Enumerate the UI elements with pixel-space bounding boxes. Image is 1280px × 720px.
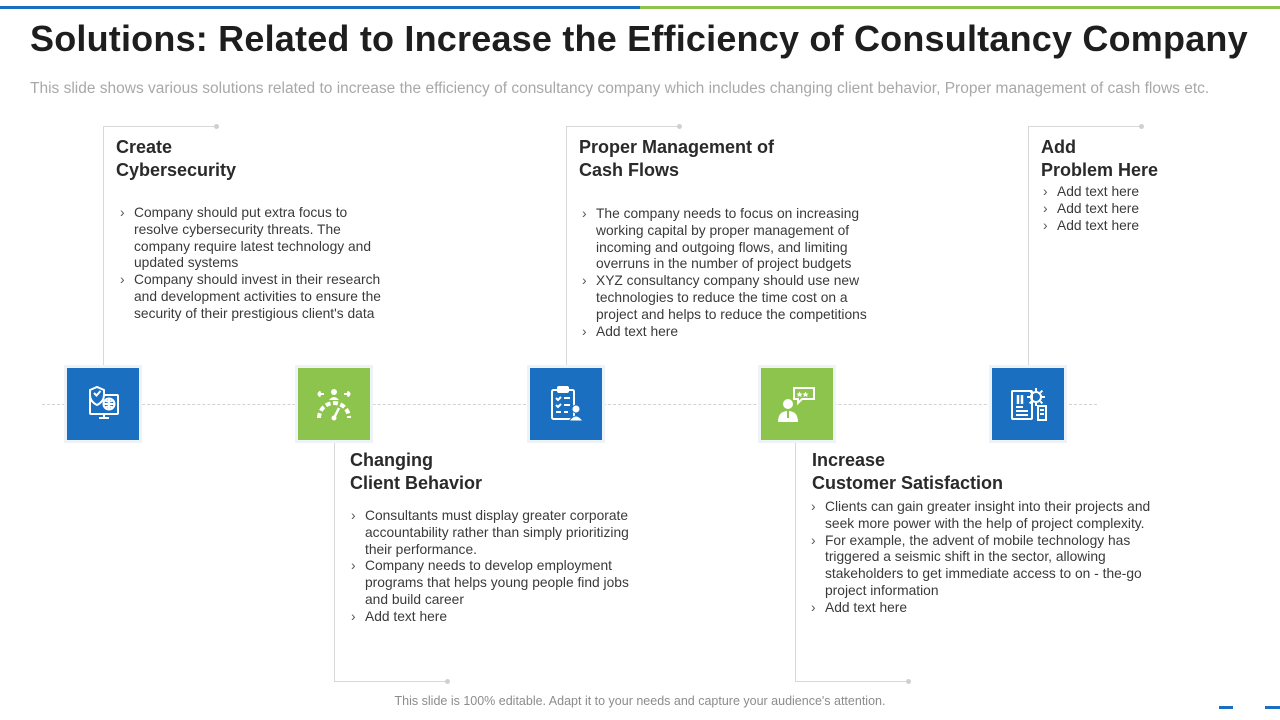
top-accent-bar-blue (0, 6, 640, 9)
bullet-item: Add text here (1040, 218, 1240, 235)
bullet-item: Clients can gain greater insight into th… (808, 499, 1153, 533)
bullet-item: The company needs to focus on increasing… (579, 206, 879, 273)
step-title-client-behavior: Changing Client Behavior (350, 450, 483, 493)
step-title-cybersecurity: Create Cybersecurity (116, 137, 237, 180)
bullet-item: Company should invest in their research … (117, 272, 387, 322)
bullet-item: Add text here (348, 609, 648, 626)
connector-line (334, 440, 335, 682)
step-bullets-client-behavior: Consultants must display greater corpora… (348, 508, 648, 626)
customer-rating-icon (761, 368, 833, 440)
clipboard-user-icon (530, 368, 602, 440)
connector-line (1028, 126, 1142, 127)
corner-accent-mark (1219, 706, 1233, 709)
page-title: Solutions: Related to Increase the Effic… (30, 18, 1248, 59)
connector-dot (906, 679, 911, 684)
step-title-customer-satisfaction: Increase Customer Satisfaction (812, 450, 1004, 493)
connector-dot (445, 679, 450, 684)
step-title-add-problem: Add Problem Here (1041, 137, 1159, 180)
connector-line (566, 126, 567, 368)
connector-dot (677, 124, 682, 129)
bullet-item: Add text here (1040, 184, 1240, 201)
document-gear-icon (992, 368, 1064, 440)
bullet-item: Consultants must display greater corpora… (348, 508, 648, 558)
page-subtitle: This slide shows various solutions relat… (30, 80, 1210, 97)
corner-accent-mark (1265, 706, 1280, 709)
bullet-item: For example, the advent of mobile techno… (808, 533, 1153, 600)
connector-line (103, 126, 104, 368)
step-bullets-cybersecurity: Company should put extra focus to resolv… (117, 205, 387, 323)
connector-line (795, 681, 909, 682)
step-bullets-cash-flows: The company needs to focus on increasing… (579, 206, 879, 340)
bullet-item: Add text here (579, 324, 879, 341)
connector-line (334, 681, 448, 682)
footer-note: This slide is 100% editable. Adapt it to… (394, 694, 886, 708)
client-behavior-gauge-icon (298, 368, 370, 440)
connector-line (566, 126, 680, 127)
top-accent-bar-green (640, 6, 1280, 9)
step-title-cash-flows: Proper Management of Cash Flows (579, 137, 775, 180)
step-bullets-customer-satisfaction: Clients can gain greater insight into th… (808, 499, 1153, 617)
step-bullets-add-problem: Add text here Add text here Add text her… (1040, 184, 1240, 234)
cybersecurity-monitor-icon (67, 368, 139, 440)
connector-dot (214, 124, 219, 129)
connector-line (795, 440, 796, 682)
bullet-item: XYZ consultancy company should use new t… (579, 273, 879, 323)
bullet-item: Add text here (808, 600, 1153, 617)
bullet-item: Company needs to develop employment prog… (348, 558, 648, 608)
connector-line (103, 126, 217, 127)
bullet-item: Company should put extra focus to resolv… (117, 205, 387, 272)
connector-line (1028, 126, 1029, 368)
bullet-item: Add text here (1040, 201, 1240, 218)
connector-dot (1139, 124, 1144, 129)
